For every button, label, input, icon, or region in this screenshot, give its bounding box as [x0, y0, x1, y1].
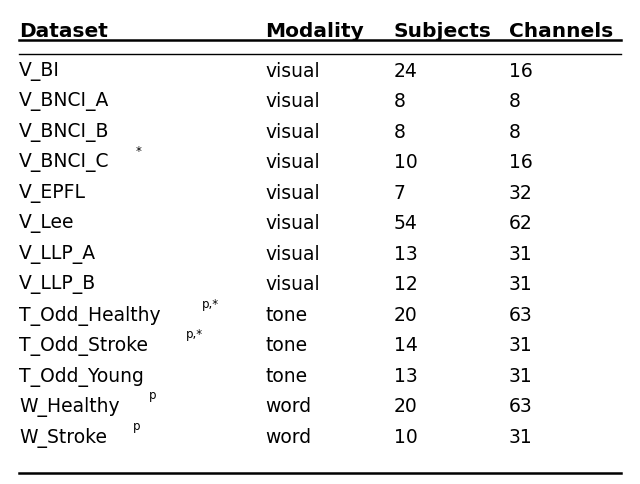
- Text: 31: 31: [509, 275, 532, 294]
- Text: visual: visual: [266, 214, 320, 233]
- Text: 20: 20: [394, 306, 417, 325]
- Text: Modality: Modality: [266, 22, 364, 41]
- Text: T_Odd_Stroke: T_Odd_Stroke: [19, 336, 148, 356]
- Text: 13: 13: [394, 367, 417, 386]
- Text: word: word: [266, 397, 312, 416]
- Text: *: *: [136, 145, 142, 158]
- Text: V_BNCI_C: V_BNCI_C: [19, 153, 109, 172]
- Text: 8: 8: [394, 92, 406, 111]
- Text: T_Odd_Healthy: T_Odd_Healthy: [19, 306, 161, 326]
- Text: 16: 16: [509, 62, 532, 81]
- Text: V_BNCI_A: V_BNCI_A: [19, 92, 109, 111]
- Text: Subjects: Subjects: [394, 22, 492, 41]
- Text: 8: 8: [509, 123, 521, 142]
- Text: 32: 32: [509, 184, 532, 203]
- Text: visual: visual: [266, 245, 320, 264]
- Text: p: p: [132, 420, 140, 433]
- Text: tone: tone: [266, 306, 308, 325]
- Text: 16: 16: [509, 153, 532, 172]
- Text: 13: 13: [394, 245, 417, 264]
- Text: W_Healthy: W_Healthy: [19, 397, 120, 417]
- Text: Dataset: Dataset: [19, 22, 108, 41]
- Text: Channels: Channels: [509, 22, 613, 41]
- Text: 14: 14: [394, 336, 417, 355]
- Text: 31: 31: [509, 245, 532, 264]
- Text: V_BNCI_B: V_BNCI_B: [19, 123, 109, 142]
- Text: 63: 63: [509, 306, 532, 325]
- Text: 8: 8: [509, 92, 521, 111]
- Text: visual: visual: [266, 184, 320, 203]
- Text: visual: visual: [266, 275, 320, 294]
- Text: 10: 10: [394, 428, 417, 447]
- Text: 12: 12: [394, 275, 417, 294]
- Text: p,*: p,*: [186, 328, 203, 341]
- Text: tone: tone: [266, 336, 308, 355]
- Text: 8: 8: [394, 123, 406, 142]
- Text: word: word: [266, 428, 312, 447]
- Text: 24: 24: [394, 62, 417, 81]
- Text: p: p: [149, 389, 157, 402]
- Text: 31: 31: [509, 367, 532, 386]
- Text: 63: 63: [509, 397, 532, 416]
- Text: 7: 7: [394, 184, 406, 203]
- Text: 62: 62: [509, 214, 532, 233]
- Text: visual: visual: [266, 62, 320, 81]
- Text: 31: 31: [509, 428, 532, 447]
- Text: W_Stroke: W_Stroke: [19, 428, 108, 448]
- Text: 31: 31: [509, 336, 532, 355]
- Text: visual: visual: [266, 92, 320, 111]
- Text: V_Lee: V_Lee: [19, 214, 75, 233]
- Text: visual: visual: [266, 123, 320, 142]
- Text: V_BI: V_BI: [19, 62, 60, 81]
- Text: p,*: p,*: [202, 298, 219, 311]
- Text: 10: 10: [394, 153, 417, 172]
- Text: 54: 54: [394, 214, 417, 233]
- Text: V_EPFL: V_EPFL: [19, 184, 86, 203]
- Text: V_LLP_A: V_LLP_A: [19, 245, 97, 264]
- Text: visual: visual: [266, 153, 320, 172]
- Text: tone: tone: [266, 367, 308, 386]
- Text: V_LLP_B: V_LLP_B: [19, 275, 97, 294]
- Text: 20: 20: [394, 397, 417, 416]
- Text: T_Odd_Young: T_Odd_Young: [19, 367, 144, 387]
